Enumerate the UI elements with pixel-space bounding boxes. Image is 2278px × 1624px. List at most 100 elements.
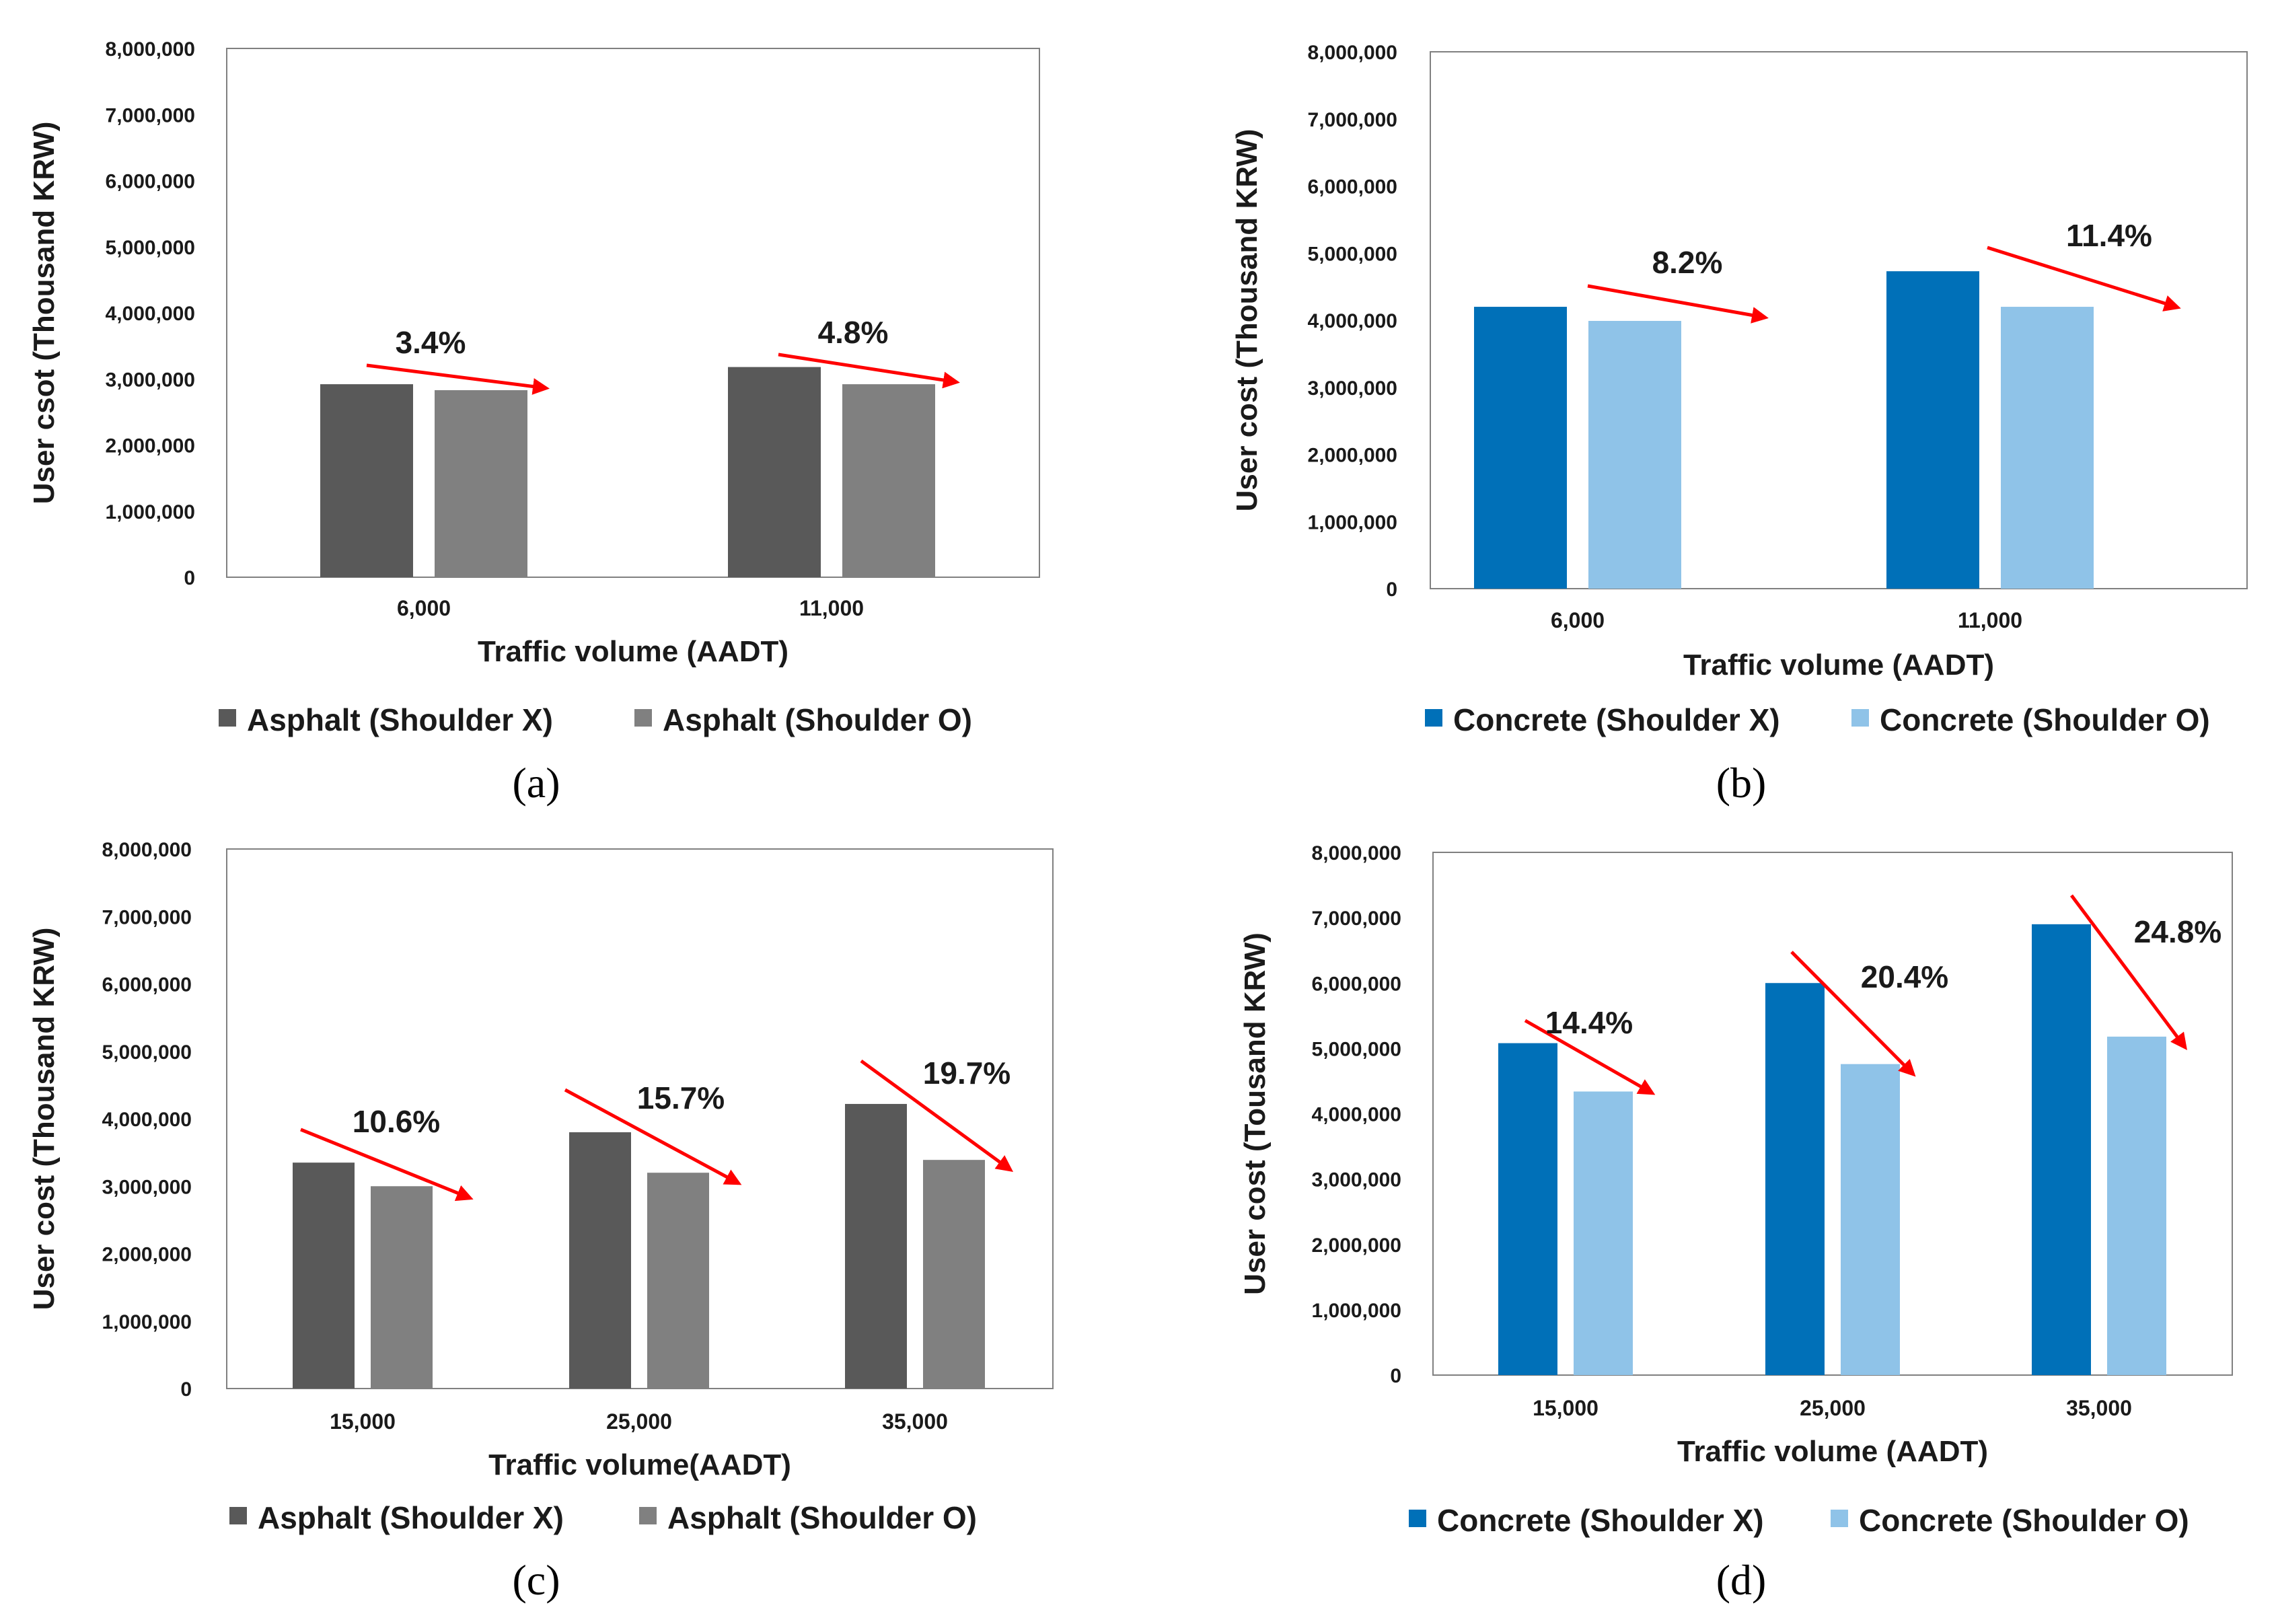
y-tick-label: 3,000,000 (102, 1176, 192, 1198)
reduction-arrow (860, 1059, 1014, 1172)
y-tick-label: 5,000,000 (1312, 1038, 1401, 1060)
x-axis-title: Traffic volume (AADT) (1683, 649, 1994, 681)
y-tick-label: 0 (180, 1378, 192, 1401)
legend-label: Asphalt (Shoulder O) (667, 1500, 977, 1535)
reduction-percentage: 3.4% (396, 325, 466, 360)
legend: Concrete (Shoulder X) Concrete (Shoulder … (1409, 1503, 2189, 1538)
bar-shoulder-o-2 (2107, 1036, 2166, 1375)
reduction-percentage: 11.4% (2066, 218, 2152, 253)
legend-label: Concrete (Shoulder X) (1453, 702, 1780, 737)
legend-label: Concrete (Shoulder O) (1859, 1503, 2189, 1538)
panel-caption: (a) (512, 759, 560, 807)
y-tick-label: 6,000,000 (1308, 176, 1397, 198)
reduction-arrow (2069, 894, 2187, 1051)
y-axis-title: User cost (Thousand KRW) (1230, 129, 1263, 512)
bar-shoulder-x-2 (845, 1103, 907, 1389)
legend-swatch (1425, 709, 1442, 727)
y-tick-label: 5,000,000 (106, 237, 195, 259)
legend-swatch (639, 1507, 657, 1524)
y-tick-label: 1,000,000 (102, 1311, 192, 1333)
reduction-arrow (1987, 246, 2181, 311)
bar-shoulder-o-1 (647, 1173, 709, 1389)
y-tick-label: 0 (184, 567, 195, 589)
legend-label: Concrete (Shoulder X) (1437, 1503, 1764, 1538)
y-tick-label: 6,000,000 (1312, 973, 1401, 995)
y-tick-label: 1,000,000 (1308, 511, 1397, 533)
bar-shoulder-x-2 (2032, 924, 2091, 1375)
legend-swatch (1409, 1510, 1426, 1527)
bar-shoulder-x-1 (569, 1132, 631, 1389)
x-tick-label: 6,000 (1551, 608, 1605, 632)
legend-swatch (1831, 1510, 1848, 1527)
reduction-arrow (1524, 1019, 1656, 1095)
y-tick-label: 7,000,000 (106, 104, 195, 126)
x-tick-label: 15,000 (1533, 1396, 1599, 1420)
y-tick-label: 7,000,000 (1312, 908, 1401, 930)
reduction-percentage: 8.2% (1652, 245, 1723, 280)
x-tick-label: 11,000 (799, 596, 864, 620)
reduction-percentage: 24.8% (2134, 914, 2221, 949)
y-tick-label: 3,000,000 (106, 369, 195, 391)
panel-caption: (d) (1716, 1556, 1767, 1604)
y-tick-label: 3,000,000 (1312, 1169, 1401, 1191)
x-tick-label: 25,000 (1800, 1396, 1866, 1420)
bar-shoulder-x-1 (1886, 271, 1979, 589)
panel-a: 0 1,000,000 2,000,000 3,000,000 4,000,000 5,0… (28, 38, 1040, 807)
reduction-arrow (1790, 951, 1916, 1077)
reduction-percentage: 20.4% (1861, 959, 1948, 994)
bar-shoulder-o-0 (435, 390, 527, 577)
reduction-arrow (366, 363, 550, 395)
reduction-percentage: 10.6% (353, 1104, 440, 1139)
plot-area (226, 848, 1054, 1389)
x-tick-label: 11,000 (1958, 608, 2022, 632)
legend-label: Asphalt (Shoulder O) (663, 702, 972, 737)
bar-shoulder-x-0 (320, 384, 413, 577)
y-tick-label: 2,000,000 (102, 1244, 192, 1266)
x-tick-label: 15,000 (330, 1409, 396, 1434)
y-tick-label: 2,000,000 (1312, 1234, 1401, 1257)
y-tick-label: 8,000,000 (1308, 42, 1397, 64)
y-axis-title: User csot (Thousand KRW) (28, 122, 61, 505)
legend: Concrete (Shoulder X) Concrete (Shoulder … (1425, 702, 2210, 737)
y-tick-label: 4,000,000 (1312, 1104, 1401, 1126)
y-tick-label: 8,000,000 (106, 38, 195, 61)
x-axis-title: Traffic volume (AADT) (1677, 1435, 1988, 1468)
reduction-percentage: 4.8% (818, 315, 889, 350)
bar-shoulder-o-0 (1574, 1091, 1633, 1375)
y-tick-label: 6,000,000 (106, 171, 195, 193)
y-tick-label: 0 (1390, 1365, 1401, 1387)
bar-shoulder-x-0 (1498, 1043, 1557, 1375)
x-axis-title: Traffic volume(AADT) (488, 1448, 791, 1481)
bar-shoulder-x-1 (1765, 983, 1825, 1375)
plot-area (1432, 852, 2233, 1376)
y-tick-label: 1,000,000 (1312, 1300, 1401, 1322)
y-tick-label: 2,000,000 (106, 435, 195, 457)
x-tick-label: 35,000 (2066, 1396, 2132, 1420)
legend-swatch (1851, 709, 1869, 727)
legend-label: Concrete (Shoulder O) (1880, 702, 2210, 737)
y-tick-label: 6,000,000 (102, 974, 192, 996)
x-axis-title: Traffic volume (AADT) (478, 635, 788, 668)
bar-shoulder-o-1 (842, 384, 935, 577)
panel-b: 0 1,000,000 2,000,000 3,000,000 4,000,000 5,0… (1230, 42, 2248, 807)
y-tick-label: 2,000,000 (1308, 445, 1397, 467)
y-tick-label: 5,000,000 (102, 1041, 192, 1064)
reduction-arrow (564, 1088, 742, 1185)
y-axis-title: User cost (Thousand KRW) (28, 928, 61, 1311)
bar-shoulder-o-1 (2001, 307, 2094, 589)
legend: Asphalt (Shoulder X) Asphalt (Shoulder O) (229, 1500, 977, 1535)
y-tick-label: 3,000,000 (1308, 377, 1397, 400)
bar-shoulder-o-1 (1841, 1064, 1900, 1375)
y-tick-label: 7,000,000 (1308, 109, 1397, 131)
legend-swatch (634, 709, 652, 727)
panel-d: 0 1,000,000 2,000,000 3,000,000 4,000,000 5,0… (1239, 842, 2233, 1604)
reduction-arrow (300, 1128, 474, 1202)
x-tick-label: 35,000 (882, 1409, 948, 1434)
reduction-percentage: 14.4% (1545, 1005, 1633, 1040)
x-tick-label: 6,000 (397, 596, 451, 620)
reduction-arrow (1587, 284, 1769, 324)
reduction-percentage: 19.7% (923, 1056, 1011, 1091)
legend-swatch (219, 709, 236, 727)
legend: Asphalt (Shoulder X) Asphalt (Shoulder O) (219, 702, 972, 737)
